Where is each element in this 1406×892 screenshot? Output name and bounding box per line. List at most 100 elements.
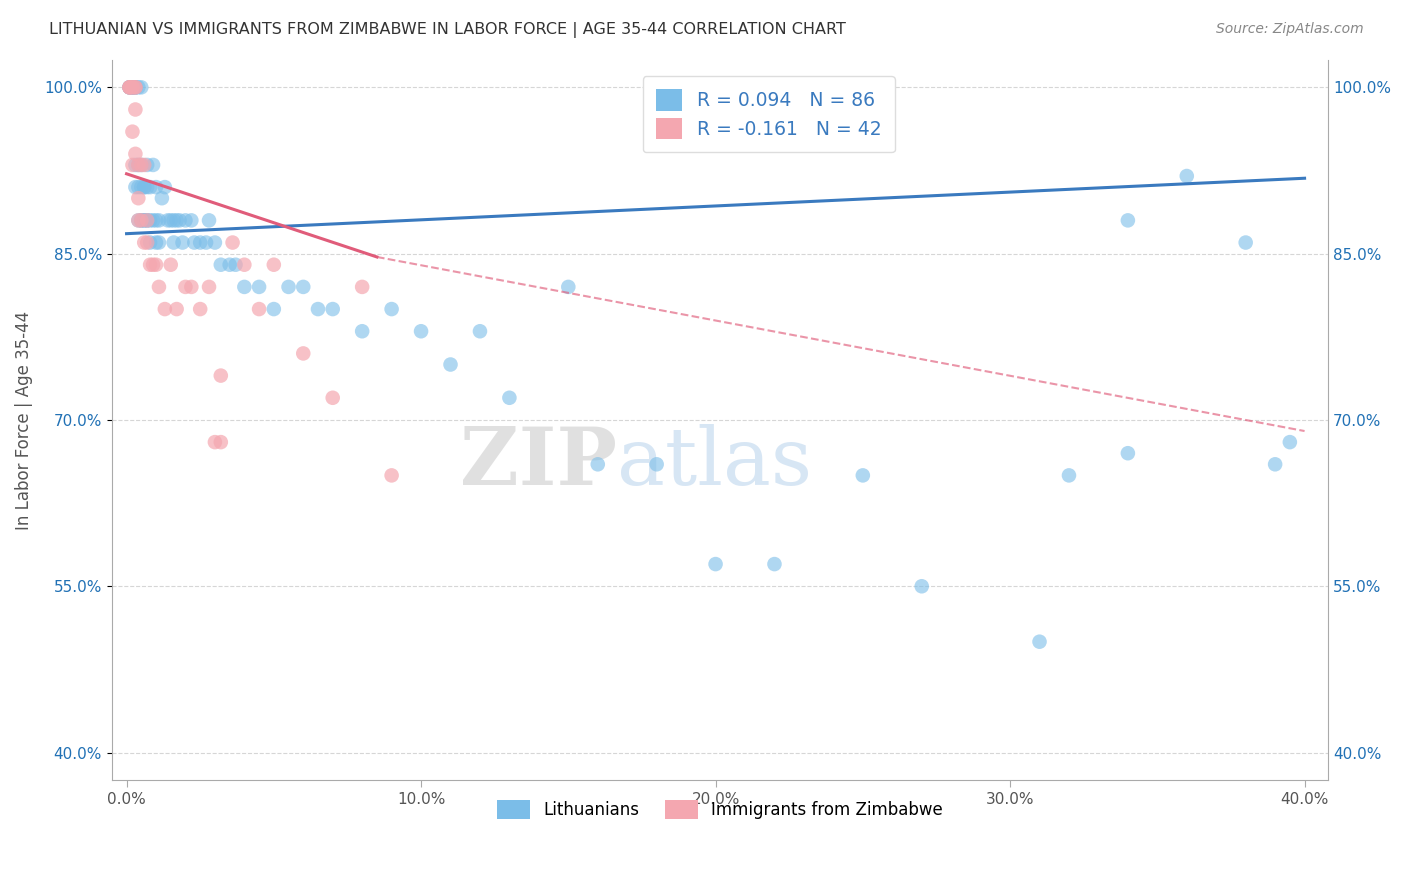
Point [148, 280, 170, 294]
Point [142, 213, 165, 227]
Point [247, 280, 270, 294]
Point [121, 80, 143, 95]
Point [209, 258, 232, 272]
Point [172, 235, 194, 250]
Point [352, 324, 374, 338]
Point [188, 235, 211, 250]
Point [124, 80, 146, 95]
Point [180, 213, 202, 227]
Point [180, 280, 202, 294]
Point [142, 258, 165, 272]
Point [263, 301, 285, 316]
Point [136, 180, 159, 194]
Point [188, 301, 211, 316]
Point [118, 80, 141, 95]
Point [129, 158, 152, 172]
Point [129, 213, 152, 227]
Point [124, 80, 146, 95]
Point [221, 235, 243, 250]
Point [198, 213, 221, 227]
Point [124, 80, 146, 95]
Point [1116, 446, 1139, 460]
Point [124, 158, 146, 172]
Point [145, 258, 167, 272]
Point [381, 301, 404, 316]
Point [195, 235, 218, 250]
Point [204, 235, 226, 250]
Point [136, 213, 159, 227]
Point [129, 180, 152, 194]
Point [145, 180, 167, 194]
Point [352, 280, 374, 294]
Y-axis label: In Labor Force | Age 35-44: In Labor Force | Age 35-44 [15, 310, 32, 530]
Point [174, 280, 197, 294]
Point [557, 280, 579, 294]
Point [121, 80, 143, 95]
Point [121, 125, 143, 139]
Point [118, 80, 141, 95]
Point [263, 258, 285, 272]
Point [1028, 634, 1050, 648]
Point [247, 301, 270, 316]
Point [145, 213, 167, 227]
Point [148, 213, 170, 227]
Point [136, 213, 159, 227]
Point [1264, 458, 1286, 472]
Point [127, 158, 149, 172]
Point [233, 258, 256, 272]
Point [174, 213, 197, 227]
Point [233, 280, 256, 294]
Point [409, 324, 432, 338]
Point [645, 458, 668, 472]
Point [129, 158, 152, 172]
Point [381, 468, 404, 483]
Point [124, 180, 146, 194]
Point [127, 80, 149, 95]
Point [136, 158, 159, 172]
Point [163, 213, 186, 227]
Point [139, 235, 162, 250]
Point [134, 213, 156, 227]
Point [1278, 435, 1301, 450]
Point [118, 80, 141, 95]
Point [134, 213, 156, 227]
Point [142, 158, 165, 172]
Point [124, 80, 146, 95]
Point [159, 213, 181, 227]
Point [134, 180, 156, 194]
Point [118, 80, 141, 95]
Point [129, 80, 152, 95]
Point [163, 235, 186, 250]
Point [136, 213, 159, 227]
Point [153, 301, 176, 316]
Point [1175, 169, 1198, 183]
Point [134, 158, 156, 172]
Point [118, 80, 141, 95]
Point [124, 146, 146, 161]
Point [225, 258, 247, 272]
Point [218, 258, 240, 272]
Point [127, 213, 149, 227]
Point [127, 191, 149, 205]
Point [121, 80, 143, 95]
Point [134, 180, 156, 194]
Text: LITHUANIAN VS IMMIGRANTS FROM ZIMBABWE IN LABOR FORCE | AGE 35-44 CORRELATION CH: LITHUANIAN VS IMMIGRANTS FROM ZIMBABWE I… [49, 22, 846, 38]
Point [159, 258, 181, 272]
Point [118, 80, 141, 95]
Point [150, 191, 173, 205]
Text: ZIP: ZIP [460, 425, 617, 502]
Point [121, 158, 143, 172]
Point [153, 180, 176, 194]
Point [911, 579, 934, 593]
Point [139, 180, 162, 194]
Point [1057, 468, 1080, 483]
Point [498, 391, 520, 405]
Point [145, 235, 167, 250]
Point [209, 368, 232, 383]
Point [124, 80, 146, 95]
Point [134, 235, 156, 250]
Point [204, 435, 226, 450]
Point [121, 80, 143, 95]
Point [124, 103, 146, 117]
Point [307, 301, 329, 316]
